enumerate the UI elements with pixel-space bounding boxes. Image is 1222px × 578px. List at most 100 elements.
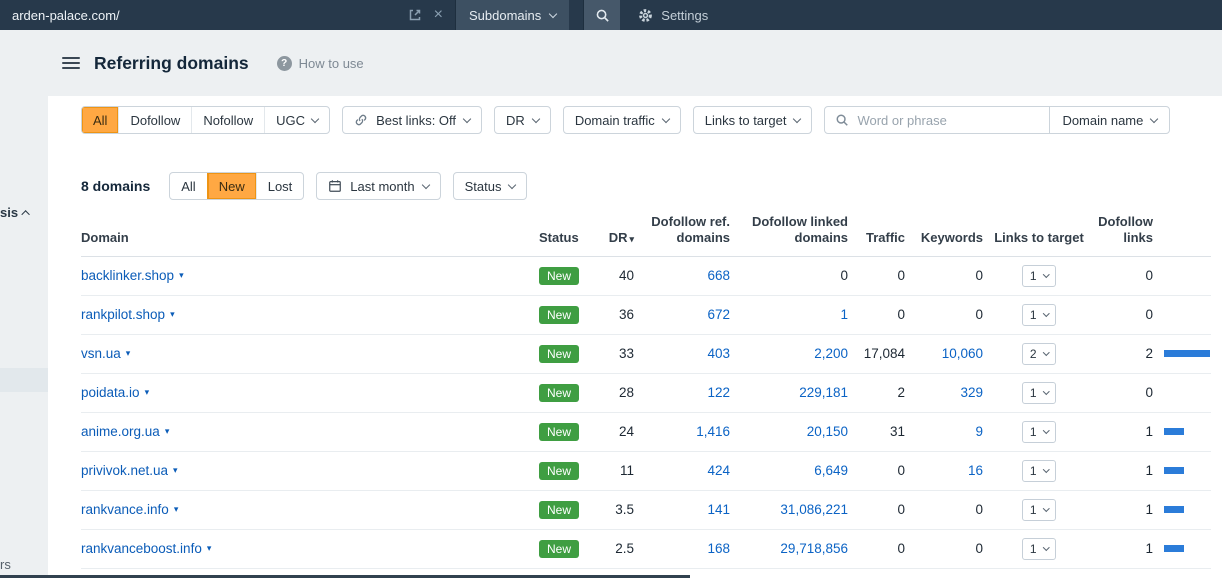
subdomains-select[interactable]: Subdomains (455, 0, 570, 30)
domain-link[interactable]: vsn.ua ▾ (81, 346, 131, 361)
traffic-value: 17,084 (863, 346, 905, 361)
column-header-dofollow-ref-domains[interactable]: Dofollow ref. domains (634, 214, 730, 257)
chevron-down-icon: ▾ (164, 426, 170, 436)
topbar-search-button[interactable] (583, 0, 621, 30)
dofollow-linked-domains-value[interactable]: 229,181 (799, 385, 848, 400)
dofollow-ref-domains-link[interactable]: 672 (707, 307, 730, 322)
column-header-dofollow-linked-domains[interactable]: Dofollow linked domains (730, 214, 848, 257)
dofollow-ref-domains-link[interactable]: 424 (707, 463, 730, 478)
column-header-status[interactable]: Status (539, 214, 596, 257)
date-range-select[interactable]: Last month (316, 172, 441, 200)
dofollow-ref-domains-link[interactable]: 168 (707, 541, 730, 556)
clear-target-icon[interactable]: × (433, 6, 443, 23)
sidebar-item-analysis[interactable]: sis (0, 205, 30, 220)
column-header-dofollow-links[interactable]: Dofollow links (1095, 214, 1211, 257)
new-lost-filter: All New Lost (169, 172, 305, 200)
dofollow-links-value: 0 (1145, 307, 1153, 322)
table-row: poidata.io ▾ New 28 122 229,181 2 329 1 … (81, 373, 1211, 412)
domain-link[interactable]: rankpilot.shop ▾ (81, 307, 175, 322)
dofollow-ref-domains-link[interactable]: 1,416 (696, 424, 730, 439)
table-row: vsn.ua ▾ New 33 403 2,200 17,084 10,060 … (81, 334, 1211, 373)
dofollow-linked-domains-value[interactable]: 20,150 (806, 424, 848, 439)
chevron-down-icon: ▾ (206, 543, 212, 553)
keywords-value[interactable]: 16 (967, 463, 983, 478)
links-to-target-select[interactable]: 1 (1021, 537, 1057, 560)
domain-traffic-filter[interactable]: Domain traffic (562, 106, 681, 134)
dofollow-ref-domains-link[interactable]: 403 (707, 346, 730, 361)
dofollow-linked-domains-value: 0 (840, 268, 848, 283)
chevron-down-icon (1042, 544, 1050, 551)
best-links-filter[interactable]: Best links: Off (342, 106, 483, 134)
search-mode-select[interactable]: Domain name (1049, 107, 1169, 133)
column-header-keywords[interactable]: Keywords (905, 214, 983, 257)
open-external-icon[interactable] (408, 8, 422, 22)
filter-segment-all[interactable]: All (82, 107, 119, 133)
filter-segment-nofollow[interactable]: Nofollow (191, 107, 264, 133)
table-row: rankvanceboost.info ▾ New 2.5 168 29,718… (81, 529, 1211, 568)
table-body: backlinker.shop ▾ New 40 668 0 0 0 1 0 r… (81, 256, 1211, 568)
menu-icon[interactable] (62, 57, 80, 69)
settings-button[interactable]: Settings (638, 8, 708, 23)
dofollow-ref-domains-link[interactable]: 141 (707, 502, 730, 517)
toolbar-segment-new[interactable]: New (206, 173, 256, 199)
dofollow-linked-domains-value[interactable]: 1 (840, 307, 848, 322)
dofollow-linked-domains-value[interactable]: 29,718,856 (780, 541, 848, 556)
status-badge: New (539, 500, 580, 519)
how-to-use-link[interactable]: ? How to use (276, 55, 364, 71)
chevron-down-icon (508, 180, 517, 189)
page-title: Referring domains (94, 52, 249, 73)
filter-segment-dofollow[interactable]: Dofollow (118, 107, 191, 133)
toolbar-segment-all[interactable]: All (181, 178, 196, 194)
dofollow-linked-domains-value[interactable]: 31,086,221 (780, 502, 848, 517)
column-header-dr[interactable]: DR ▾ (596, 214, 634, 257)
dofollow-linked-domains-value[interactable]: 2,200 (814, 346, 848, 361)
chevron-up-icon (21, 209, 30, 219)
status-badge: New (539, 539, 580, 558)
links-to-target-select[interactable]: 1 (1021, 303, 1057, 326)
status-badge: New (539, 305, 580, 324)
dr-filter[interactable]: DR (494, 106, 551, 134)
links-to-target-select[interactable]: 1 (1021, 459, 1057, 482)
column-header-domain[interactable]: Domain (81, 214, 539, 257)
domain-link[interactable]: rankvance.info ▾ (81, 502, 179, 517)
keywords-value[interactable]: 10,060 (941, 346, 983, 361)
dofollow-links-bar (1164, 506, 1184, 513)
traffic-value: 31 (889, 424, 905, 439)
keywords-value[interactable]: 329 (960, 385, 983, 400)
chevron-down-icon (1150, 114, 1159, 123)
dr-value: 33 (618, 346, 634, 361)
search-input[interactable] (849, 112, 1050, 128)
links-to-target-select[interactable]: 1 (1021, 420, 1057, 443)
dofollow-ref-domains-link[interactable]: 122 (707, 385, 730, 400)
column-header-traffic[interactable]: Traffic (848, 214, 905, 257)
filter-segment-ugc[interactable]: UGC (264, 107, 329, 133)
links-to-target-filter[interactable]: Links to target (692, 106, 813, 134)
dofollow-links-value: 1 (1145, 463, 1153, 478)
table-row: rankpilot.shop ▾ New 36 672 1 0 0 1 0 (81, 295, 1211, 334)
target-url[interactable]: arden-palace.com/ (12, 7, 120, 23)
chevron-down-icon (1042, 505, 1050, 512)
links-to-target-select[interactable]: 1 (1021, 381, 1057, 404)
toolbar-segment-lost[interactable]: Lost (255, 173, 304, 199)
table-row: anime.org.ua ▾ New 24 1,416 20,150 31 9 … (81, 412, 1211, 451)
dofollow-linked-domains-value[interactable]: 6,649 (814, 463, 848, 478)
sidebar: sis rs (0, 96, 48, 578)
domain-link[interactable]: backlinker.shop ▾ (81, 268, 184, 283)
subdomains-label: Subdomains (469, 7, 542, 23)
sidebar-item-bottom[interactable]: rs (0, 557, 11, 572)
column-header-links-to-target[interactable]: Links to target (983, 214, 1095, 257)
bottom-edge-strip (0, 575, 690, 578)
links-to-target-select[interactable]: 1 (1021, 498, 1057, 521)
keywords-value[interactable]: 9 (975, 424, 983, 439)
dr-value: 28 (618, 385, 634, 400)
domain-link[interactable]: anime.org.ua ▾ (81, 424, 170, 439)
sidebar-item-active[interactable] (0, 368, 48, 392)
domain-link[interactable]: privivok.net.ua ▾ (81, 463, 178, 478)
domain-link[interactable]: rankvanceboost.info ▾ (81, 541, 212, 556)
status-filter[interactable]: Status (452, 172, 528, 200)
dofollow-ref-domains-link[interactable]: 668 (707, 268, 730, 283)
domain-link[interactable]: poidata.io ▾ (81, 385, 150, 400)
links-to-target-select[interactable]: 1 (1021, 264, 1057, 287)
links-to-target-select[interactable]: 2 (1021, 342, 1057, 365)
